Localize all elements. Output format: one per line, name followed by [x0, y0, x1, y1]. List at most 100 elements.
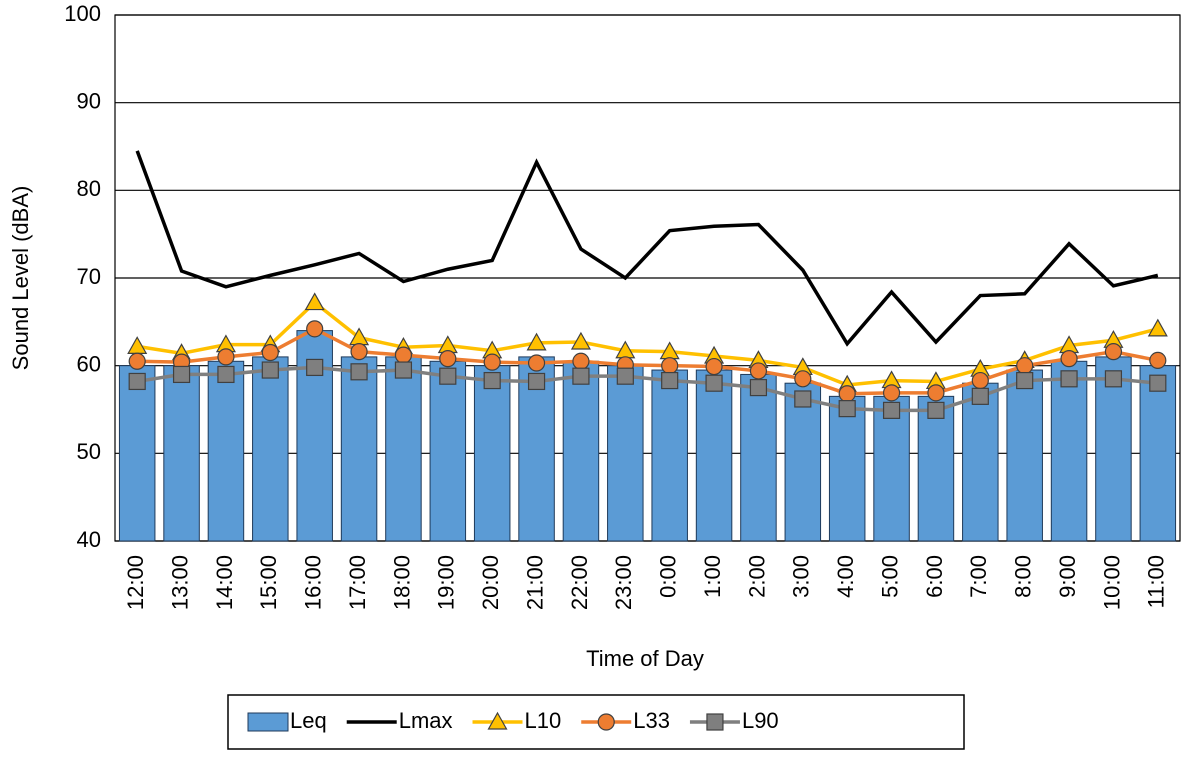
- point: [927, 384, 945, 402]
- point: [882, 384, 901, 402]
- x-tick-label: 5:00: [877, 555, 902, 598]
- x-tick-label: 22:00: [567, 555, 592, 610]
- point: [306, 320, 324, 338]
- legend-box: [227, 694, 965, 750]
- bar: [429, 360, 467, 542]
- point: [394, 346, 413, 364]
- point: [705, 357, 723, 376]
- point: [1104, 343, 1123, 361]
- point: [1147, 318, 1168, 337]
- x-tick-label: 6:00: [922, 555, 947, 598]
- bar: [828, 395, 866, 542]
- y-tick-label: 50: [77, 439, 101, 464]
- point: [971, 387, 989, 405]
- bar: [1050, 360, 1088, 542]
- bar: [163, 365, 200, 542]
- point: [705, 374, 723, 392]
- point: [306, 358, 324, 377]
- x-tick-label: 1:00: [700, 555, 725, 598]
- line: [135, 150, 1159, 347]
- point: [350, 363, 368, 381]
- x-tick-label: 17:00: [345, 555, 370, 610]
- x-tick-label: 18:00: [389, 555, 414, 610]
- point: [128, 352, 146, 370]
- point: [128, 372, 146, 391]
- x-tick-label: 14:00: [212, 555, 237, 610]
- point: [794, 390, 812, 408]
- point: [572, 367, 590, 385]
- point: [261, 361, 279, 379]
- x-tick-label: 2:00: [744, 555, 769, 598]
- point: [439, 350, 457, 368]
- legend-label: L10: [525, 708, 562, 733]
- x-axis-title: Time of Day: [586, 646, 704, 671]
- legend-swatch: [247, 712, 289, 732]
- point: [394, 361, 413, 379]
- point: [127, 336, 148, 354]
- legend-marker: [487, 711, 508, 730]
- point: [261, 343, 279, 362]
- point: [172, 365, 191, 384]
- x-tick-label: 16:00: [301, 555, 326, 610]
- x-tick-label: 15:00: [256, 555, 281, 610]
- point: [483, 353, 501, 371]
- bar: [873, 395, 910, 542]
- x-tick-label: 13:00: [167, 555, 192, 610]
- bar: [695, 369, 733, 542]
- bar: [917, 395, 955, 542]
- point: [439, 367, 457, 385]
- y-tick-label: 80: [77, 176, 101, 201]
- y-tick-label: 40: [77, 527, 101, 552]
- point: [570, 331, 591, 350]
- x-tick-label: 20:00: [478, 555, 503, 610]
- bar: [252, 356, 289, 542]
- bar: [962, 382, 999, 542]
- point: [527, 354, 546, 372]
- x-tick-label: 7:00: [966, 555, 991, 598]
- bar: [1139, 365, 1177, 542]
- x-tick-label: 4:00: [833, 555, 858, 598]
- point: [1060, 350, 1078, 368]
- bar: [473, 365, 511, 542]
- x-tick-label: 23:00: [611, 555, 636, 610]
- point: [217, 348, 235, 366]
- point: [882, 401, 901, 419]
- line: [137, 326, 1159, 396]
- bar: [207, 360, 245, 542]
- point: [927, 401, 945, 419]
- point: [794, 370, 812, 388]
- point: [971, 371, 989, 390]
- point: [838, 385, 856, 403]
- point: [1149, 351, 1167, 370]
- x-tick-label: 19:00: [434, 555, 459, 610]
- point: [350, 343, 368, 361]
- point: [526, 332, 547, 351]
- point: [838, 400, 856, 418]
- bar: [118, 365, 156, 542]
- bar: [740, 373, 777, 542]
- legend-marker: [706, 713, 724, 731]
- point: [1016, 371, 1034, 390]
- point: [304, 292, 325, 311]
- bar: [651, 369, 688, 542]
- y-tick-label: 90: [77, 88, 101, 113]
- x-tick-label: 0:00: [656, 555, 681, 598]
- y-tick-label: 100: [64, 1, 101, 26]
- plot-frame: [114, 14, 1181, 542]
- legend-label: Leq: [290, 708, 327, 733]
- x-tick-label: 3:00: [789, 555, 814, 598]
- bar: [1095, 356, 1132, 542]
- legend-label: Lmax: [399, 708, 453, 733]
- point: [483, 371, 501, 390]
- x-tick-label: 21:00: [522, 555, 547, 610]
- y-tick-label: 70: [77, 264, 101, 289]
- point: [527, 372, 546, 391]
- x-tick-label: 10:00: [1099, 555, 1124, 610]
- bar: [607, 365, 644, 542]
- x-tick-label: 12:00: [123, 555, 148, 610]
- point: [572, 352, 590, 370]
- legend-marker: [597, 713, 615, 731]
- legend-label: L90: [742, 708, 779, 733]
